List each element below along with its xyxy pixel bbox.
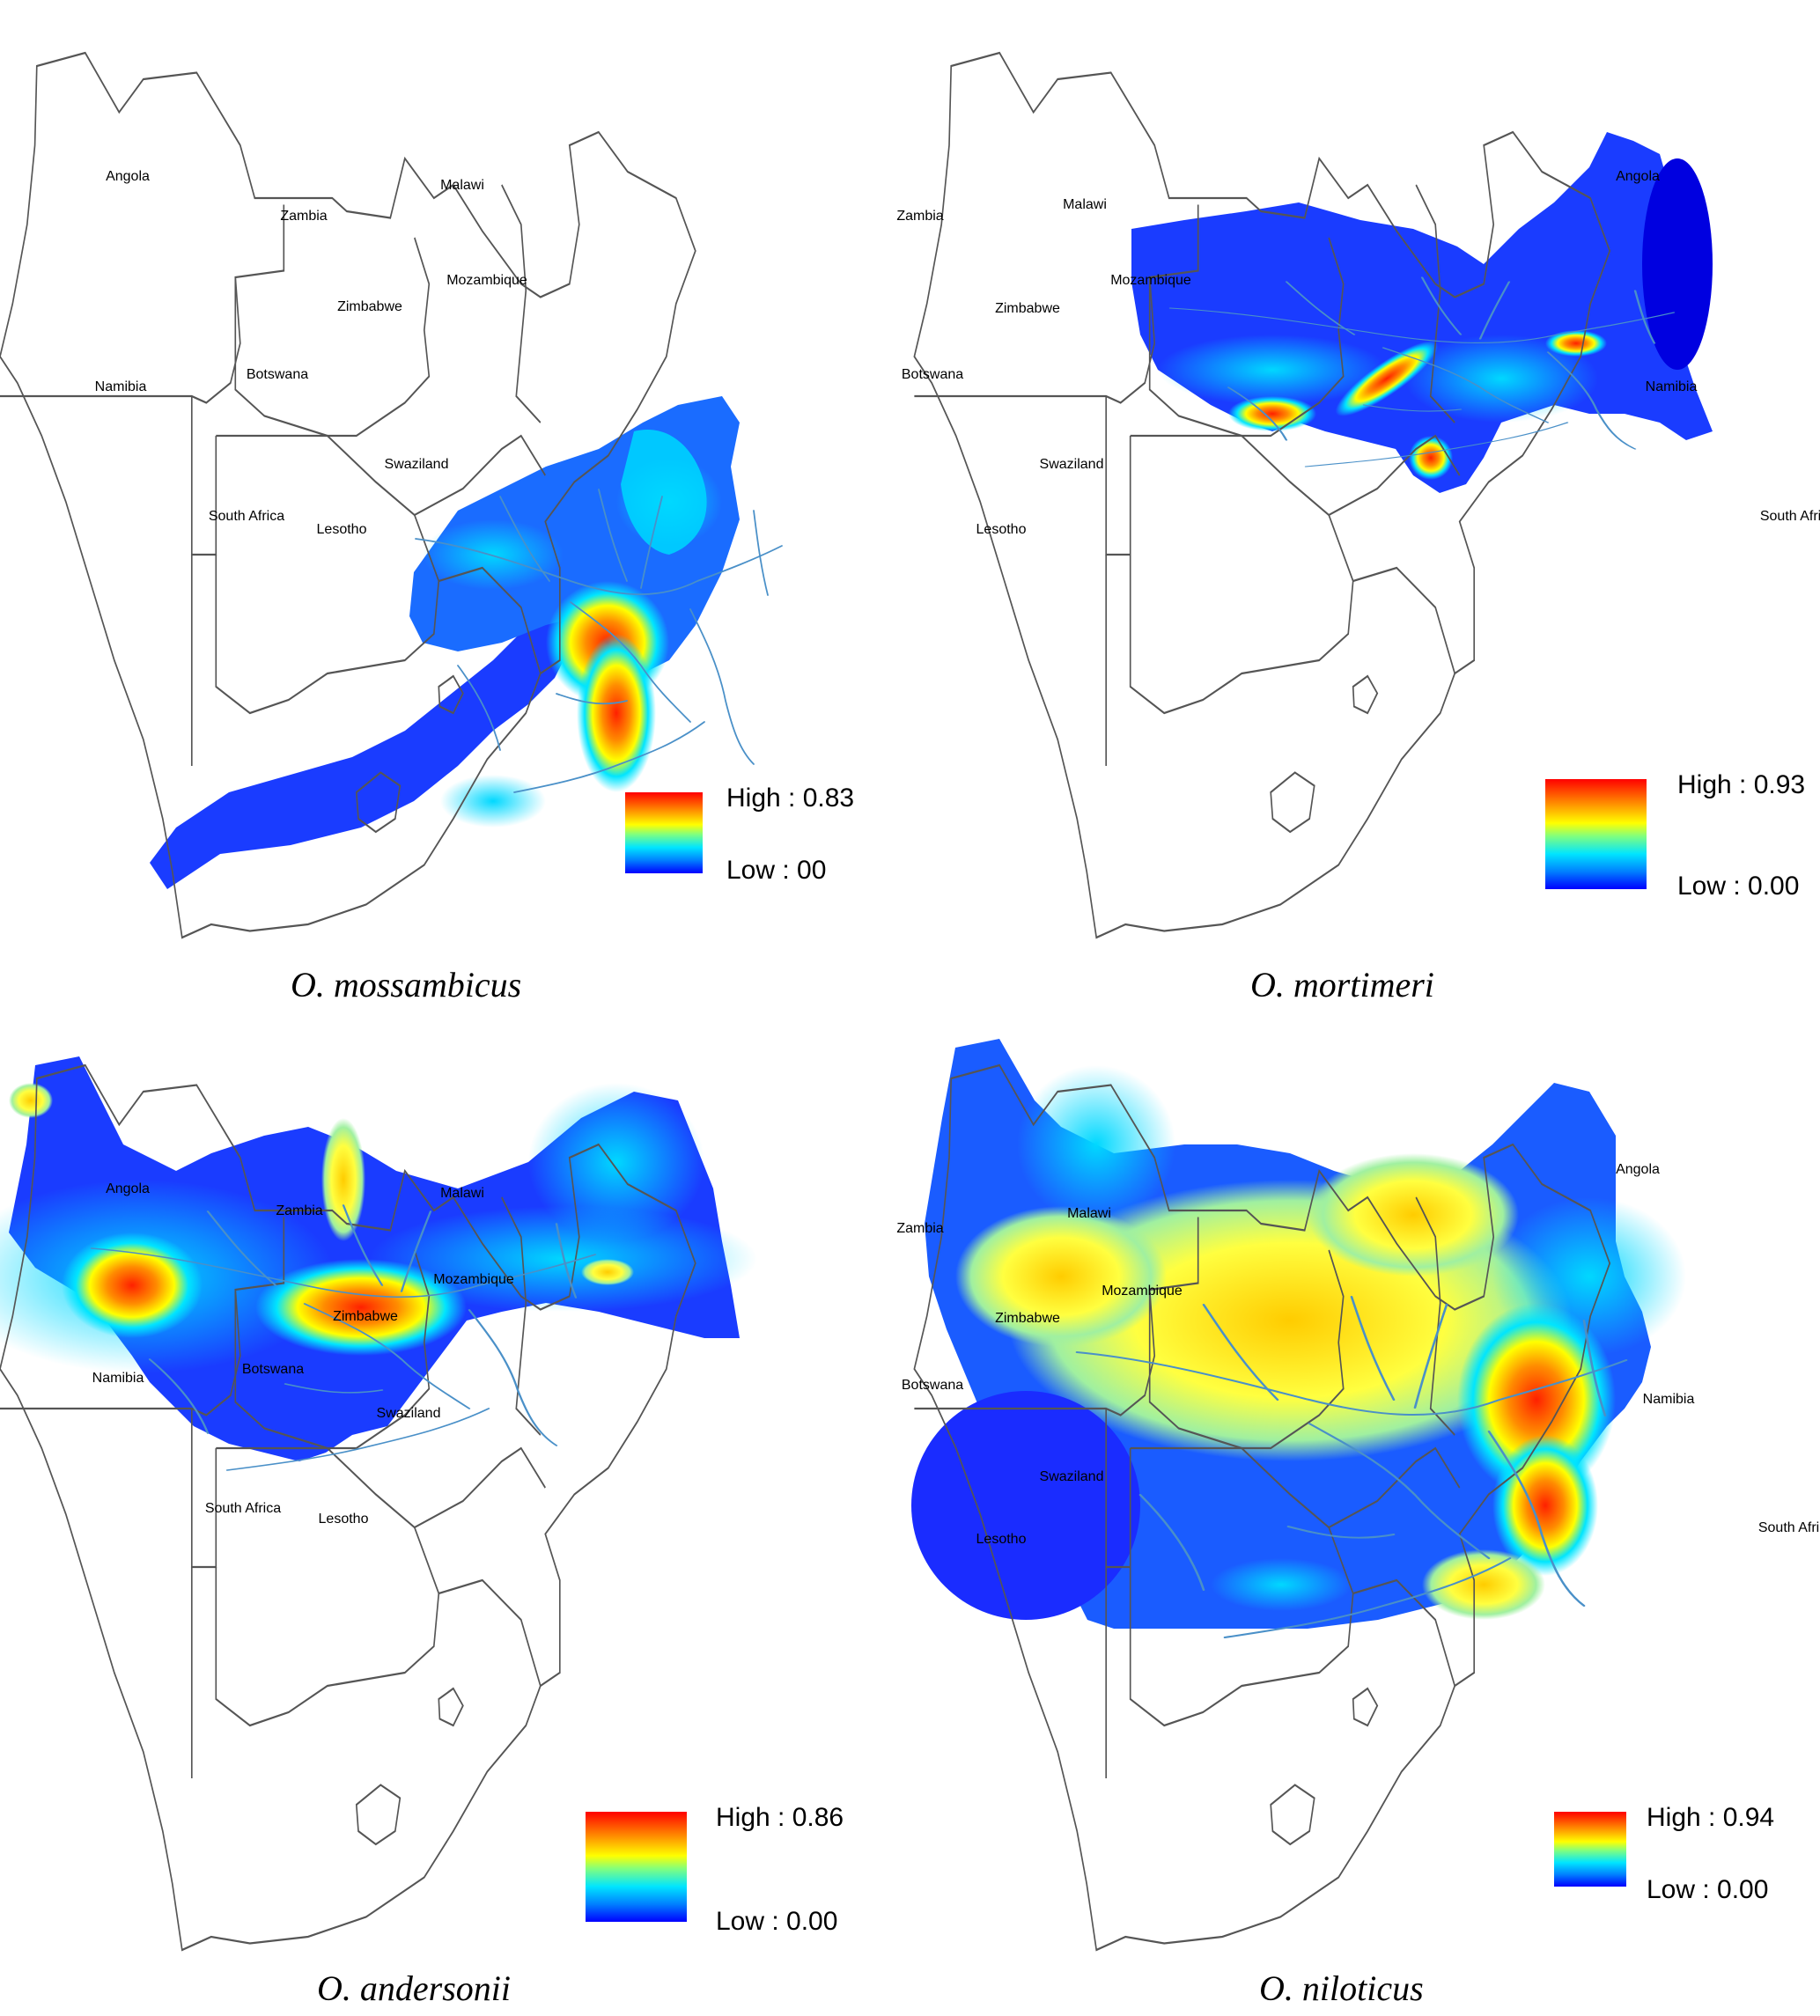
country-label-south-africa: South Africa xyxy=(205,1501,281,1516)
map-panel-mossambicus: Angola Zambia Malawi Mozambique Zimbabwe… xyxy=(0,0,916,968)
legend-low-label: Low : 00 xyxy=(726,856,827,885)
country-label-angola: Angola xyxy=(106,169,150,184)
country-label-swaziland: Swaziland xyxy=(1040,457,1104,472)
country-label-lesotho: Lesotho xyxy=(976,1532,1027,1547)
legend-low-label: Low : 0.00 xyxy=(716,1907,838,1936)
map-mortimeri: Angola Zambia Malawi Mozambique Zimbabwe… xyxy=(896,51,1820,939)
country-label-swaziland: Swaziland xyxy=(1040,1469,1104,1484)
country-label-zambia: Zambia xyxy=(280,209,327,224)
country-label-mozambique: Mozambique xyxy=(1102,1284,1183,1299)
country-label-swaziland: Swaziland xyxy=(377,1406,441,1421)
suitability-area xyxy=(150,537,634,889)
country-label-angola: Angola xyxy=(1616,169,1660,184)
country-label-mozambique: Mozambique xyxy=(1110,273,1191,288)
country-label-zimbabwe: Zimbabwe xyxy=(995,301,1060,316)
legend-high-label: High : 0.94 xyxy=(1647,1803,1775,1832)
country-label-mozambique: Mozambique xyxy=(433,1272,514,1287)
country-label-zambia: Zambia xyxy=(276,1203,322,1218)
legend-color-ramp xyxy=(1554,1812,1626,1887)
country-label-namibia: Namibia xyxy=(92,1371,144,1386)
map-panel-niloticus: Angola Zambia Malawi Mozambique Zimbabwe… xyxy=(896,1012,1820,1981)
map-andersonii: Angola Zambia Malawi Mozambique Zimbabwe… xyxy=(0,1056,757,1952)
country-label-namibia: Namibia xyxy=(1646,379,1698,394)
country-label-namibia: Namibia xyxy=(1643,1392,1695,1407)
country-label-swaziland: Swaziland xyxy=(385,457,449,472)
country-label-zimbabwe: Zimbabwe xyxy=(337,299,402,314)
species-caption-mortimeri: O. mortimeri xyxy=(1250,965,1434,1004)
legend-color-ramp xyxy=(1545,779,1647,889)
country-label-south-africa: South Africa xyxy=(209,509,284,524)
country-label-malawi: Malawi xyxy=(1067,1206,1111,1221)
country-label-zimbabwe: Zimbabwe xyxy=(995,1311,1060,1326)
legend-high-label: High : 0.83 xyxy=(726,784,855,813)
country-label-south-africa: South Africa xyxy=(1760,509,1820,524)
map-panel-andersonii: Angola Zambia Malawi Mozambique Zimbabwe… xyxy=(0,1012,916,1981)
species-caption-mossambicus: O. mossambicus xyxy=(291,965,522,1004)
map-panel-mortimeri: Angola Zambia Malawi Mozambique Zimbabwe… xyxy=(896,0,1820,968)
country-label-zambia: Zambia xyxy=(896,1221,943,1236)
species-caption-niloticus: O. niloticus xyxy=(1259,1968,1424,2008)
country-label-angola: Angola xyxy=(1616,1162,1660,1177)
country-label-lesotho: Lesotho xyxy=(319,1512,369,1527)
country-label-angola: Angola xyxy=(106,1181,150,1196)
country-label-malawi: Malawi xyxy=(440,178,484,193)
country-label-botswana: Botswana xyxy=(902,367,963,382)
legend-high-label: High : 0.93 xyxy=(1677,770,1806,799)
country-label-lesotho: Lesotho xyxy=(976,522,1027,537)
country-label-malawi: Malawi xyxy=(1063,197,1107,212)
legend-low-label: Low : 0.00 xyxy=(1647,1875,1769,1904)
legend-color-ramp xyxy=(586,1812,687,1922)
map-mossambicus: Angola Zambia Malawi Mozambique Zimbabwe… xyxy=(0,51,783,939)
species-caption-andersonii: O. andersonii xyxy=(317,1968,511,2008)
country-label-namibia: Namibia xyxy=(95,379,147,394)
country-label-lesotho: Lesotho xyxy=(317,522,367,537)
legend-color-ramp xyxy=(625,792,703,873)
country-label-zambia: Zambia xyxy=(896,209,943,224)
legend-high-label: High : 0.86 xyxy=(716,1803,844,1832)
country-label-mozambique: Mozambique xyxy=(446,273,527,288)
country-label-botswana: Botswana xyxy=(902,1378,963,1393)
country-label-zimbabwe: Zimbabwe xyxy=(333,1309,398,1324)
map-niloticus: Angola Zambia Malawi Mozambique Zimbabwe… xyxy=(896,1039,1820,1952)
legend-low-label: Low : 0.00 xyxy=(1677,872,1800,901)
country-label-botswana: Botswana xyxy=(242,1362,304,1377)
country-label-botswana: Botswana xyxy=(247,367,308,382)
country-label-south-africa: South Africa xyxy=(1758,1520,1820,1535)
country-label-malawi: Malawi xyxy=(440,1186,484,1201)
